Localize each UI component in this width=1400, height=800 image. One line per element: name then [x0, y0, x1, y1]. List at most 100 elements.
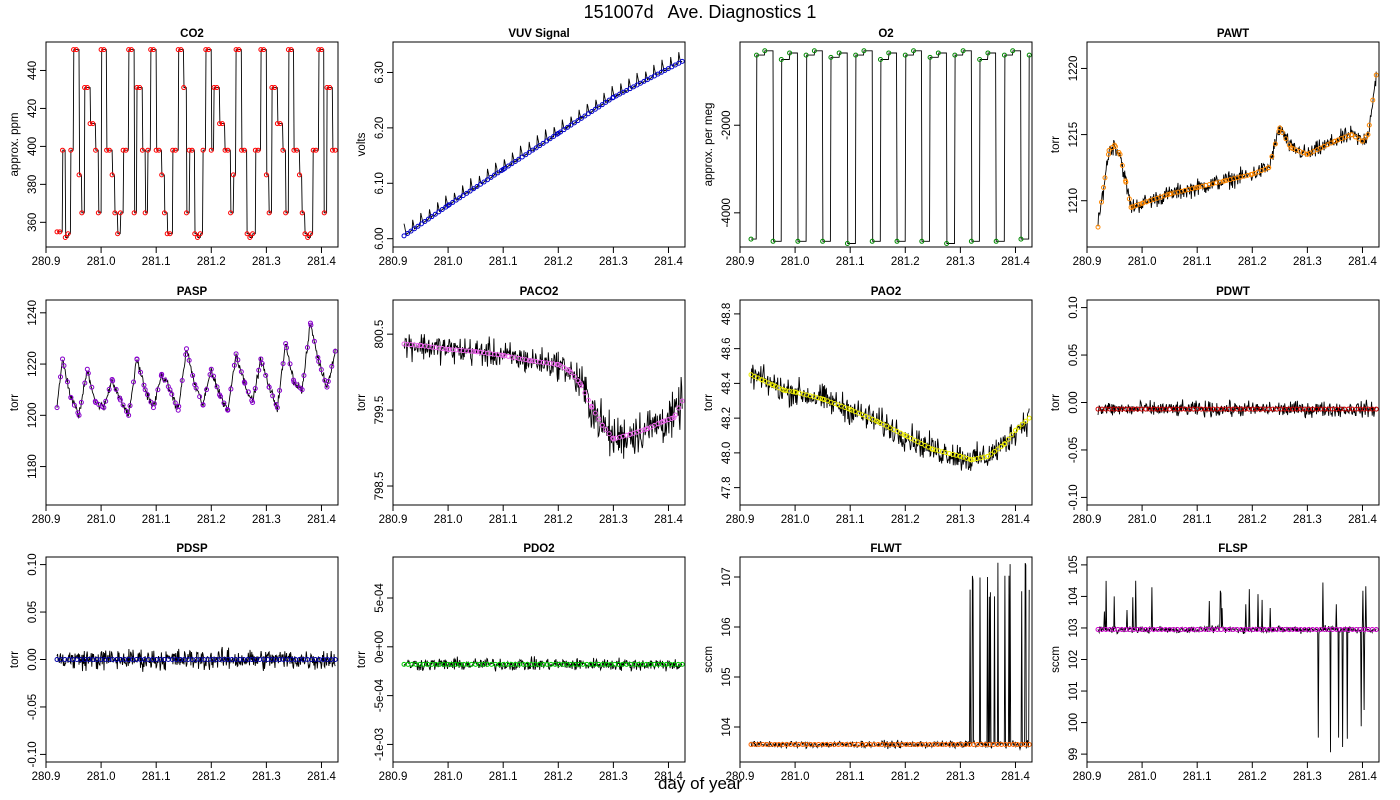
y-tick-label: -5e-04	[374, 678, 386, 712]
y-axis-label: volts	[356, 132, 368, 156]
mean-marker	[603, 426, 609, 432]
x-tick-label: 280.9	[1073, 514, 1102, 526]
mean-marker	[1356, 136, 1362, 142]
mean-marker	[231, 362, 237, 368]
mean-marker	[200, 402, 206, 408]
panel-frame	[45, 299, 339, 506]
data-point	[255, 147, 261, 153]
mean-marker	[509, 161, 515, 167]
x-tick-label: 281.1	[142, 256, 171, 268]
mean-marker	[1105, 151, 1111, 157]
data-point	[106, 147, 112, 153]
panel-pawt: PAWT torr 280.9 281.0 281.1 281.2 281.3 281.4 12…	[1050, 28, 1380, 268]
data-point	[291, 147, 297, 153]
mean-marker	[585, 397, 591, 403]
data-point	[142, 387, 148, 393]
x-tick-label: 281.0	[1128, 256, 1157, 268]
mean-marker	[457, 347, 463, 353]
data-point	[1018, 236, 1024, 242]
x-tick-label: 280.9	[32, 514, 61, 526]
mean-marker	[1279, 129, 1285, 135]
data-point	[203, 47, 209, 53]
mean-marker	[498, 168, 504, 174]
mean-marker	[273, 401, 279, 407]
data-point	[803, 52, 809, 58]
mean-marker	[190, 372, 196, 378]
mean-marker	[214, 384, 220, 390]
data-point	[178, 47, 184, 53]
mean-marker	[1361, 627, 1367, 633]
data-point	[150, 47, 156, 53]
data-point	[57, 229, 63, 235]
mean-marker	[561, 127, 567, 133]
x-tick-label: 281.0	[781, 256, 810, 268]
mean-marker	[284, 345, 290, 351]
mean-marker	[568, 370, 574, 376]
mean-marker	[495, 170, 501, 176]
data-point	[76, 412, 82, 418]
mean-marker	[1102, 175, 1108, 181]
mean-marker	[1119, 162, 1125, 168]
mean-marker	[578, 115, 584, 121]
mean-marker	[221, 400, 227, 406]
mean-marker	[277, 388, 283, 394]
panel-frame	[1086, 556, 1380, 763]
data-point	[236, 47, 242, 53]
x-tick-label: 280.9	[32, 771, 61, 783]
mean-marker	[453, 347, 459, 353]
mean-marker	[329, 363, 335, 369]
x-tick-label: 281.3	[946, 256, 975, 268]
data-point	[131, 210, 137, 216]
data-point	[73, 47, 79, 53]
y-tick-label: 420	[27, 99, 39, 118]
mean-marker	[467, 348, 473, 354]
data-point	[137, 85, 143, 91]
mean-marker	[137, 369, 143, 375]
mean-marker	[141, 382, 147, 388]
data-point	[87, 121, 93, 127]
x-tick-label: 281.1	[142, 514, 171, 526]
data-point	[283, 210, 289, 216]
data-point	[60, 356, 66, 362]
mean-marker	[1363, 134, 1369, 140]
mean-marker	[158, 373, 164, 379]
mean-marker	[589, 404, 595, 410]
mean-marker	[165, 384, 171, 390]
mean-marker	[460, 348, 466, 354]
mean-marker	[519, 154, 525, 160]
x-tick-label: 281.3	[946, 514, 975, 526]
data-point	[302, 231, 308, 237]
x-tick-label: 281.2	[544, 256, 573, 268]
mean-marker	[242, 380, 248, 386]
panel-frame	[392, 41, 686, 248]
mean-marker	[439, 206, 445, 212]
data-point	[828, 54, 834, 60]
data-point	[228, 210, 234, 216]
mean-marker	[551, 134, 557, 140]
data-point	[321, 210, 327, 216]
data-point	[170, 147, 176, 153]
y-axis-label: approx. per meg	[703, 103, 715, 187]
mean-marker	[606, 431, 612, 437]
series-line	[403, 52, 683, 235]
x-tick-label: 281.0	[1128, 771, 1157, 783]
data-point	[787, 50, 793, 56]
mean-marker	[453, 197, 459, 203]
mean-marker	[1366, 122, 1372, 128]
x-tick-label: 280.9	[379, 771, 408, 783]
panel-title: PAWT	[1217, 28, 1249, 40]
mean-marker	[1269, 153, 1275, 159]
data-point	[250, 231, 256, 237]
x-tick-label: 281.2	[544, 771, 573, 783]
mean-marker	[217, 394, 223, 400]
y-axis-label: approx. ppm	[9, 113, 21, 177]
y-axis-label: torr	[1050, 136, 1062, 153]
data-point	[98, 47, 104, 53]
y-tick-label: 440	[27, 61, 39, 80]
x-tick-label: 281.3	[252, 256, 281, 268]
panel-vuv: VUV Signal volts 280.9 281.0 281.1 281.2 281.3…	[356, 28, 686, 268]
mean-marker	[571, 120, 577, 126]
data-point	[186, 147, 192, 153]
mean-marker	[491, 172, 497, 178]
mean-marker	[193, 385, 199, 391]
